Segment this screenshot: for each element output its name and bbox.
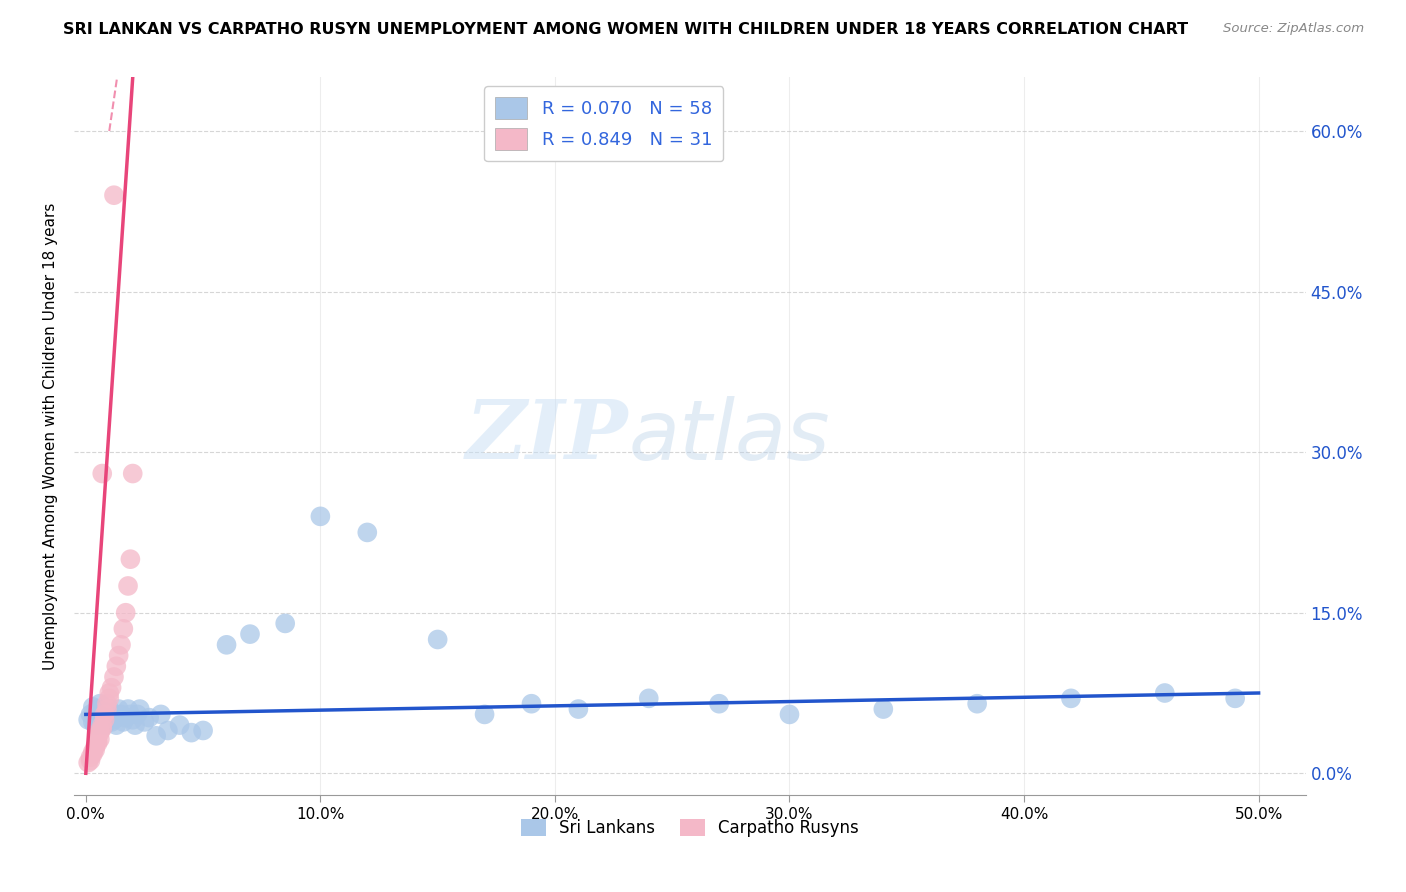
Point <box>96 707 118 722</box>
Point <box>103 188 125 202</box>
Point <box>82 714 104 729</box>
Point <box>274 616 297 631</box>
Point <box>89 723 111 738</box>
Point <box>114 711 136 725</box>
Point <box>128 702 150 716</box>
Point <box>191 723 214 738</box>
Point <box>96 702 118 716</box>
Point <box>309 509 332 524</box>
Point <box>89 697 111 711</box>
Point <box>156 723 179 738</box>
Point <box>89 725 111 739</box>
Point <box>112 622 135 636</box>
Point <box>215 638 238 652</box>
Point <box>138 711 160 725</box>
Point <box>110 638 132 652</box>
Point <box>105 659 128 673</box>
Point <box>1060 691 1083 706</box>
Point <box>77 756 100 770</box>
Point <box>169 718 191 732</box>
Point <box>93 702 115 716</box>
Point <box>82 745 104 759</box>
Point <box>124 718 146 732</box>
Point <box>149 707 172 722</box>
Point <box>86 711 108 725</box>
Text: Source: ZipAtlas.com: Source: ZipAtlas.com <box>1223 22 1364 36</box>
Point <box>120 552 142 566</box>
Point <box>79 707 101 722</box>
Text: atlas: atlas <box>628 395 830 476</box>
Text: SRI LANKAN VS CARPATHO RUSYN UNEMPLOYMENT AMONG WOMEN WITH CHILDREN UNDER 18 YEA: SRI LANKAN VS CARPATHO RUSYN UNEMPLOYMEN… <box>63 22 1188 37</box>
Point <box>112 714 135 729</box>
Point <box>121 713 143 727</box>
Point <box>180 725 202 739</box>
Point <box>474 707 496 722</box>
Point <box>79 750 101 764</box>
Point <box>107 702 129 716</box>
Point <box>82 747 104 761</box>
Point <box>86 716 108 731</box>
Point <box>103 713 125 727</box>
Point <box>86 702 108 716</box>
Point <box>707 697 730 711</box>
Point <box>77 713 100 727</box>
Point <box>91 722 114 736</box>
Point <box>91 718 114 732</box>
Point <box>356 525 378 540</box>
Point <box>79 754 101 768</box>
Point <box>86 736 108 750</box>
Point <box>117 702 139 716</box>
Point <box>91 467 114 481</box>
Point <box>114 606 136 620</box>
Point <box>91 704 114 718</box>
Point <box>426 632 449 647</box>
Point <box>84 743 107 757</box>
Point <box>872 702 894 716</box>
Point <box>100 681 122 695</box>
Point <box>91 713 114 727</box>
Point <box>86 734 108 748</box>
Point <box>98 686 121 700</box>
Point <box>127 707 149 722</box>
Point <box>120 707 142 722</box>
Point <box>84 739 107 754</box>
Point <box>121 467 143 481</box>
Point <box>93 718 115 732</box>
Point <box>1223 691 1246 706</box>
Point <box>98 702 121 716</box>
Text: ZIP: ZIP <box>465 396 628 476</box>
Point <box>84 718 107 732</box>
Point <box>93 707 115 722</box>
Point <box>103 670 125 684</box>
Point <box>145 729 167 743</box>
Legend: Sri Lankans, Carpatho Rusyns: Sri Lankans, Carpatho Rusyns <box>515 813 866 844</box>
Y-axis label: Unemployment Among Women with Children Under 18 years: Unemployment Among Women with Children U… <box>44 202 58 670</box>
Point <box>134 714 156 729</box>
Point <box>966 697 988 711</box>
Point <box>117 579 139 593</box>
Point <box>105 718 128 732</box>
Point <box>82 700 104 714</box>
Point <box>637 691 659 706</box>
Point <box>98 691 121 706</box>
Point <box>110 707 132 722</box>
Point <box>96 697 118 711</box>
Point <box>100 707 122 722</box>
Point <box>89 707 111 722</box>
Point <box>1153 686 1175 700</box>
Point <box>520 697 543 711</box>
Point <box>107 648 129 663</box>
Point <box>98 711 121 725</box>
Point <box>93 713 115 727</box>
Point <box>89 732 111 747</box>
Point <box>96 714 118 729</box>
Point <box>779 707 801 722</box>
Point <box>239 627 262 641</box>
Point <box>84 704 107 718</box>
Point <box>567 702 589 716</box>
Point <box>100 714 122 729</box>
Point <box>86 729 108 743</box>
